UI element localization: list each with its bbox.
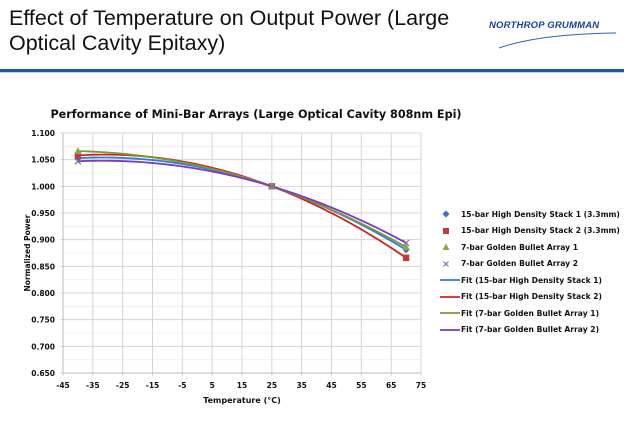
legend-swatch (434, 308, 460, 318)
legend-swatch (440, 226, 460, 236)
legend-label: 15-bar High Density Stack 2 (3.3mm) (461, 226, 620, 236)
x-tick-label: 35 (296, 381, 306, 390)
data-point-4 (74, 157, 82, 165)
legend-label: 7-bar Golden Bullet Array 2 (461, 259, 579, 269)
legend-swatch (440, 242, 460, 252)
title-divider-shadow (0, 72, 624, 73)
gridlines (60, 132, 422, 376)
x-tick-label: 55 (356, 381, 366, 390)
y-tick-label: 0.700 (31, 342, 55, 351)
y-tick-label: 1.050 (31, 156, 55, 165)
legend-item-series-2: 15-bar High Density Stack 2 (3.3mm) (440, 223, 620, 240)
legend-label: Fit (7-bar Golden Bullet Array 2) (461, 325, 600, 335)
y-tick-label: 0.650 (31, 369, 55, 378)
y-axis-label: Normalized Power (23, 214, 32, 291)
square-marker-icon (443, 227, 449, 234)
x-tick-label: 45 (326, 381, 336, 390)
legend-label: Fit (7-bar Golden Bullet Array 1) (461, 308, 600, 318)
y-tick-label: 0.800 (31, 289, 55, 298)
chart-title: Performance of Mini-Bar Arrays (Large Op… (50, 108, 461, 121)
legend-item-fit-4: Fit (7-bar Golden Bullet Array 2) (434, 322, 620, 339)
legend-item-series-3: 7-bar Golden Bullet Array 1 (440, 239, 620, 256)
x-marker-icon (443, 260, 449, 267)
legend-swatch (434, 275, 460, 285)
legend-swatch (434, 292, 460, 302)
axes: 0.650 0.700 0.750 0.800 0.850 0.900 0.950 1.000… (31, 129, 426, 390)
y-tick-label: 1.000 (31, 182, 55, 191)
logo-swoosh-icon (498, 32, 617, 49)
legend-label: 7-bar Golden Bullet Array 1 (461, 242, 579, 252)
legend: 15-bar High Density Stack 1 (3.3mm) 15-ba… (434, 206, 620, 339)
x-tick-label: -35 (86, 381, 100, 390)
y-tick-label: 0.750 (31, 316, 55, 325)
logo-text: NORTHROP GRUMMAN (489, 20, 600, 31)
x-tick-label: 65 (386, 381, 396, 390)
line-icon (434, 279, 460, 282)
legend-label: 15-bar High Density Stack 1 (3.3mm) (461, 209, 620, 219)
line-icon (434, 295, 460, 298)
y-tick-label: 1.100 (31, 129, 55, 138)
data-point-4 (402, 239, 410, 247)
line-icon (434, 312, 460, 315)
data-point-4 (268, 182, 276, 190)
x-tick-label: -25 (116, 381, 130, 390)
x-tick-label: 5 (210, 381, 215, 390)
x-tick-label: 25 (267, 381, 277, 390)
x-tick-label: -5 (178, 381, 186, 390)
legend-item-series-1: 15-bar High Density Stack 1 (3.3mm) (440, 206, 620, 223)
legend-item-fit-3: Fit (7-bar Golden Bullet Array 1) (434, 305, 620, 322)
legend-item-series-4: 7-bar Golden Bullet Array 2 (440, 256, 620, 273)
x-tick-label: 75 (416, 381, 426, 390)
data-points (74, 147, 410, 261)
legend-label: Fit (15-bar High Density Stack 1) (461, 275, 603, 285)
x-axis-label: Temperature (°C) (203, 396, 281, 405)
fit-line-4 (77, 159, 407, 244)
y-tick-label: 0.850 (31, 262, 55, 271)
fit-line-3 (77, 150, 407, 248)
y-tick-label: 0.900 (31, 236, 55, 245)
legend-swatch (434, 325, 460, 335)
data-point-3 (402, 243, 410, 251)
fit-lines (77, 150, 407, 259)
title-divider (0, 69, 624, 72)
x-tick-label: 15 (237, 381, 247, 390)
northrop-grumman-logo: NORTHROP GRUMMAN (489, 20, 619, 50)
legend-swatch (440, 259, 460, 269)
data-point-2 (402, 254, 410, 261)
data-point-3 (74, 147, 82, 155)
line-icon (434, 328, 460, 331)
slide-title: Effect of Temperature on Output Power (L… (9, 6, 450, 55)
legend-item-fit-1: Fit (15-bar High Density Stack 1) (434, 272, 620, 289)
legend-item-fit-2: Fit (15-bar High Density Stack 2) (434, 289, 620, 306)
x-tick-label: -15 (146, 381, 160, 390)
data-point-2 (74, 152, 82, 159)
diamond-marker-icon (442, 210, 450, 218)
legend-swatch (440, 209, 460, 219)
y-tick-label: 0.950 (31, 209, 55, 218)
x-tick-label: -45 (56, 381, 70, 390)
triangle-marker-icon (442, 243, 450, 251)
legend-label: Fit (15-bar High Density Stack 2) (461, 292, 603, 302)
